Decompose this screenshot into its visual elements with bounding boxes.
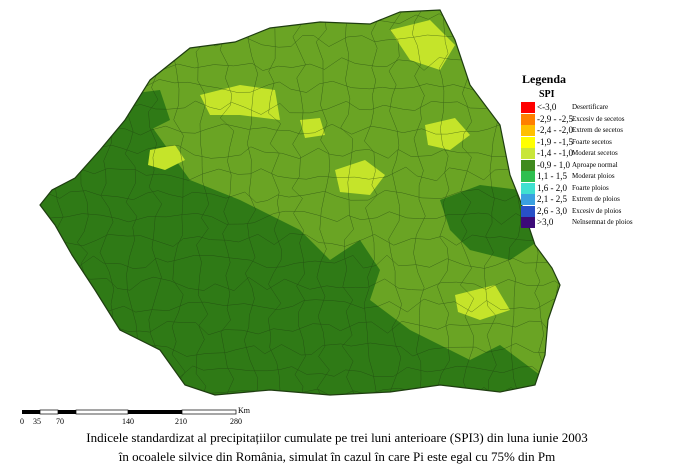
legend-swatch [521, 125, 535, 136]
caption-line-1: Indicele standardizat al precipitațiilor… [86, 430, 588, 445]
district-line [40, 189, 560, 203]
scale-tick-70: 70 [56, 417, 64, 426]
district-line [171, 10, 186, 395]
legend-item: -2,9 - -2,5 Excesiv de secetos [521, 113, 671, 126]
legend-label: Foarte secetos [572, 137, 612, 146]
district-line [40, 276, 560, 291]
district-line [340, 10, 354, 395]
legend-item: -1,9 - -1,5 Foarte secetos [521, 136, 671, 149]
legend-swatch [521, 102, 535, 113]
legend-item: 1,6 - 2,0 Foarte ploios [521, 182, 671, 195]
scale-unit: Km [238, 406, 251, 415]
district-line [40, 210, 560, 226]
legend-range: -1,9 - -1,5 [537, 136, 573, 147]
legend-label: Moderat ploios [572, 172, 615, 180]
light-region-central-north [200, 85, 280, 120]
district-line [267, 10, 282, 395]
legend-swatch [521, 159, 535, 171]
scale-tick-210: 210 [175, 417, 187, 426]
district-line [219, 10, 235, 395]
legend-label: Aproape normal [572, 160, 618, 169]
scale-tick-35: 35 [33, 417, 41, 426]
legend-swatch [521, 205, 535, 217]
legend-swatch [521, 182, 535, 194]
legend-range: 2,6 - 3,0 [537, 205, 567, 216]
legend-item: -1,4 - -1,0 Moderat secetos [521, 148, 671, 160]
district-line [291, 10, 306, 395]
light-region-west [148, 145, 185, 170]
district-line [40, 144, 560, 160]
legend-range: -0,9 - 1,0 [537, 159, 570, 170]
scale-seg-2 [39, 409, 59, 415]
legend-label: Excesiv de secetos [572, 114, 625, 123]
legend-range: -2,9 - -2,5 [537, 113, 573, 124]
district-line [388, 10, 404, 395]
scale-seg-6 [181, 409, 237, 415]
legend-title: Legenda [522, 72, 567, 86]
scale-seg-1 [22, 410, 40, 414]
country-border [39, 9, 561, 396]
light-region-southeast [455, 285, 510, 320]
legend-label: Moderat secetos [572, 149, 618, 157]
dark-region-southwest [40, 110, 560, 395]
scale-tick-140: 140 [122, 417, 134, 426]
district-line [412, 10, 426, 395]
scale-tick-280: 280 [230, 417, 242, 426]
scale-seg-3 [58, 410, 76, 414]
district-line [436, 10, 450, 395]
light-region-north [390, 20, 455, 70]
legend: <-3,0 Desertificare -2,9 - -2,5 Excesiv de … [521, 102, 671, 229]
legend-subtitle: SPI [539, 89, 555, 100]
district-line [315, 10, 331, 395]
district-line [40, 166, 560, 182]
district-line [40, 320, 560, 336]
dark-region-east [440, 185, 540, 260]
light-region-south [300, 118, 325, 138]
scale-seg-5 [128, 410, 182, 414]
legend-range: -1,4 - -1,0 [537, 148, 573, 158]
legend-item: 1,1 - 1,5 Moderat ploios [521, 171, 671, 183]
legend-swatch [521, 171, 535, 182]
legend-item: -0,9 - 1,0 Aproape normal [521, 159, 671, 172]
legend-range: 1,6 - 2,0 [537, 182, 567, 193]
district-line [459, 10, 475, 395]
legend-range: 1,1 - 1,5 [537, 171, 567, 181]
legend-label: Extrem de ploios [572, 195, 620, 203]
legend-range: <-3,0 [537, 102, 557, 112]
scale-bar: 0 35 70 140 210 280 Km [20, 406, 251, 426]
district-line [195, 10, 209, 395]
district-line [244, 10, 259, 395]
caption-line-2: în ocoalele silvice din România, simulat… [118, 449, 556, 464]
legend-item: 2,1 - 2,5 Extrem de ploios [521, 194, 671, 206]
legend-range: -2,4 - -2,0 [537, 125, 573, 135]
legend-label: Foarte ploios [572, 183, 609, 192]
legend-label: Desertificare [572, 103, 609, 111]
legend-swatch [521, 113, 535, 125]
legend-swatch [521, 136, 535, 148]
district-line [40, 10, 43, 395]
district-line [40, 233, 560, 247]
legend-swatch [521, 148, 535, 159]
legend-item: <-3,0 Desertificare [521, 102, 671, 114]
scale-seg-4 [75, 409, 129, 415]
legend-label: Extrem de secetos [572, 126, 623, 134]
legend-range: 2,1 - 2,5 [537, 194, 567, 204]
legend-item: -2,4 - -2,0 Extrem de secetos [521, 125, 671, 137]
legend-label: Neînsemnat de ploios [572, 218, 633, 226]
legend-label: Excesiv de ploios [572, 206, 622, 215]
legend-swatch [521, 194, 535, 205]
district-line [363, 10, 378, 395]
legend-item: 2,6 - 3,0 Excesiv de ploios [521, 205, 671, 218]
legend-range: >3,0 [537, 217, 554, 227]
scale-tick-0: 0 [20, 417, 24, 426]
legend-swatch [521, 217, 535, 228]
legend-item: >3,0 Neînsemnat de ploios [521, 217, 671, 229]
district-line [147, 10, 163, 395]
